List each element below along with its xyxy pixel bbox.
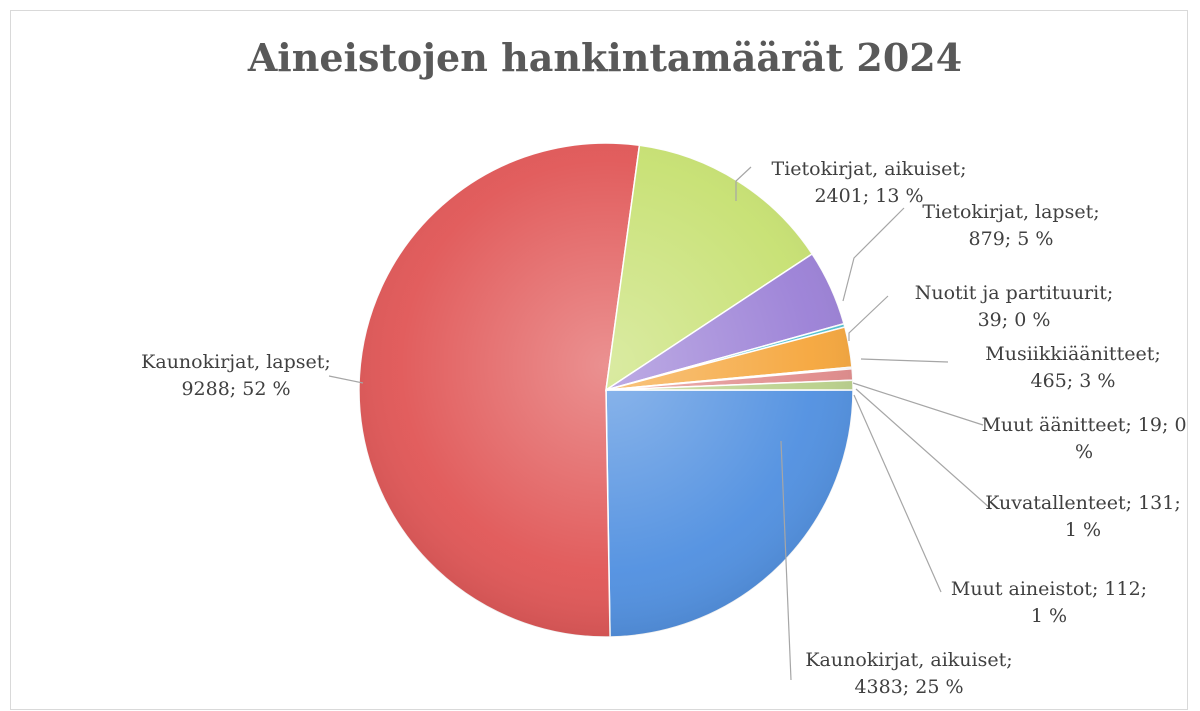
- slice-label-3: Tietokirjat, aikuiset; 2401; 13 %: [772, 158, 967, 207]
- chart-title: Aineistojen hankintamäärät 2024: [247, 35, 962, 80]
- leader-line-2: [328, 375, 364, 384]
- slice-label-7: Muut äänitteet; 19; 0%: [981, 414, 1186, 463]
- slice-label-1: Kaunokirjat, aikuiset; 4383; 25 %: [805, 649, 1012, 698]
- slice-label-line: Muut aineistot; 112;: [951, 578, 1147, 600]
- slice-label-line: Musiikkiäänitteet;: [985, 343, 1160, 365]
- slice-label-line: Kaunokirjat, lapset;: [141, 351, 331, 373]
- slice-label-4: Tietokirjat, lapset; 879; 5 %: [922, 201, 1099, 250]
- leader-line-3: [735, 166, 752, 201]
- leader-line-9: [853, 394, 942, 593]
- pie-slice-1: [605, 389, 854, 638]
- slice-label-line: Tietokirjat, aikuiset;: [772, 158, 967, 180]
- slice-label-line: 465; 3 %: [1031, 370, 1116, 392]
- leader-line-8: [855, 388, 992, 510]
- slice-label-line: 39; 0 %: [978, 309, 1051, 331]
- slice-label-line: 1 %: [1031, 605, 1067, 627]
- leader-line-6: [860, 358, 949, 363]
- slice-label-line: 1 %: [1065, 519, 1101, 541]
- pie-chart: Aineistojen hankintamäärät 2024 Kaunokir…: [141, 35, 1186, 698]
- pie-slices: [358, 142, 854, 638]
- slice-label-6: Musiikkiäänitteet; 465; 3 %: [985, 343, 1160, 392]
- slice-label-line: Kaunokirjat, aikuiset;: [805, 649, 1012, 671]
- leader-line-7: [852, 382, 984, 426]
- slice-label-line: 4383; 25 %: [854, 676, 963, 698]
- leader-line-1: [780, 440, 792, 681]
- slice-label-line: 9288; 52 %: [181, 378, 290, 400]
- slice-label-line: Kuvatallenteet; 131;: [985, 492, 1181, 514]
- slice-label-line: Tietokirjat, lapset;: [922, 201, 1099, 223]
- leader-lines: [328, 166, 992, 681]
- slice-labels: Kaunokirjat, aikuiset; 4383; 25 %Kaunokir…: [141, 158, 1186, 698]
- leader-line-5: [848, 295, 889, 341]
- pie-slice-2: [358, 142, 641, 638]
- slice-label-line: 2401; 13 %: [814, 185, 923, 207]
- chart-frame: Aineistojen hankintamäärät 2024 Kaunokir…: [10, 10, 1188, 710]
- slice-label-9: Muut aineistot; 112; 1 %: [951, 578, 1147, 627]
- leader-line-4: [842, 207, 905, 302]
- slice-label-line: %: [1075, 441, 1093, 463]
- slice-label-2: Kaunokirjat, lapset; 9288; 52 %: [141, 351, 331, 400]
- slice-label-line: 879; 5 %: [969, 228, 1054, 250]
- slice-label-5: Nuotit ja partituurit; 39; 0 %: [915, 282, 1114, 331]
- slice-label-line: Nuotit ja partituurit;: [915, 282, 1114, 304]
- slice-label-line: Muut äänitteet; 19; 0: [981, 414, 1186, 436]
- slice-label-8: Kuvatallenteet; 131; 1 %: [985, 492, 1181, 541]
